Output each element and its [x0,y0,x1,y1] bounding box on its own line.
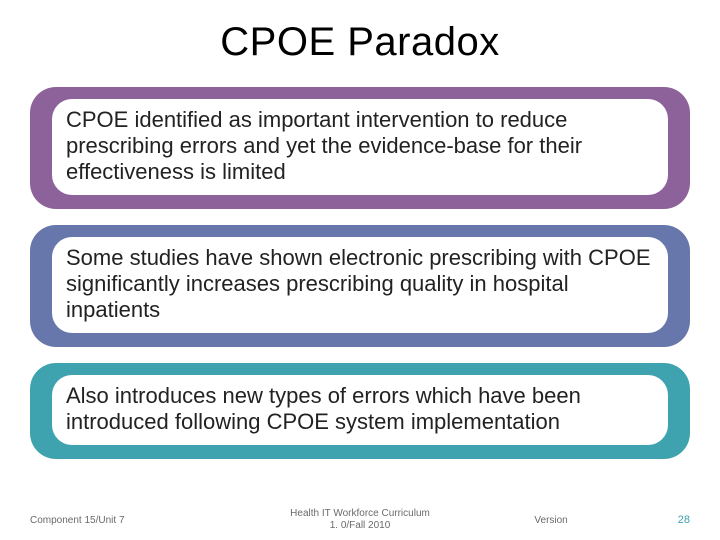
slide: CPOE Paradox CPOE identified as importan… [0,0,720,540]
footer: Component 15/Unit 7 Health IT Workforce … [30,514,690,526]
footer-center: Health IT Workforce Curriculum 1. 0/Fall… [290,508,430,533]
footer-center-line1: Health IT Workforce Curriculum [290,508,430,521]
pill-1: CPOE identified as important interventio… [30,87,690,209]
slide-number: 28 [678,514,690,526]
footer-center-line2: 1. 0/Fall 2010 [290,520,430,533]
slide-title: CPOE Paradox [30,20,690,65]
footer-left: Component 15/Unit 7 [30,515,125,526]
pill-2: Some studies have shown electronic presc… [30,225,690,347]
pill-1-text: CPOE identified as important interventio… [52,99,668,195]
footer-version: Version [534,515,567,526]
pill-3-text: Also introduces new types of errors whic… [52,375,668,445]
pill-3: Also introduces new types of errors whic… [30,363,690,459]
footer-right-group: Version 28 [534,514,690,526]
pill-2-text: Some studies have shown electronic presc… [52,237,668,333]
